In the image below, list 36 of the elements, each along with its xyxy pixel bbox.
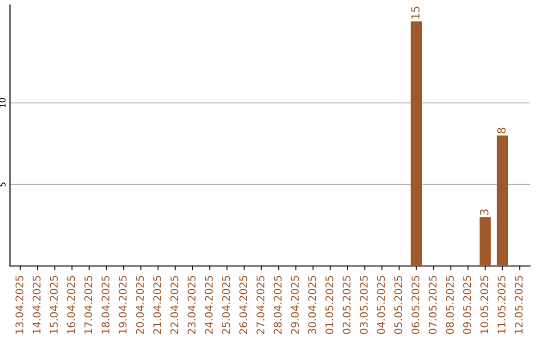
bar	[480, 217, 491, 266]
bar	[496, 136, 508, 266]
x-tick-label: 23.04.2025	[188, 276, 196, 334]
x-tick-label: 18.04.2025	[102, 276, 110, 334]
x-tick-label: 05.05.2025	[394, 276, 402, 334]
x-tick-label: 07.05.2025	[428, 276, 437, 334]
x-tick-label: 25.04.2025	[222, 276, 230, 334]
data-label: 15	[411, 6, 420, 19]
x-tick-label: 14.04.2025	[32, 276, 41, 334]
x-tick-label: 08.05.2025	[446, 276, 454, 334]
x-tick-label: 11.05.2025	[498, 276, 506, 334]
x-tick-label: 26.04.2025	[239, 276, 248, 334]
x-tick-label: 30.04.2025	[308, 276, 316, 334]
x-tick-label: 06.05.2025	[412, 276, 420, 334]
x-tick-label: 28.04.2025	[274, 276, 282, 334]
x-tick-label: 17.04.2025	[84, 276, 92, 334]
x-tick-label: 20.04.2025	[136, 276, 144, 334]
x-tick-label: 12.05.2025	[514, 276, 523, 334]
x-tick-label: 02.05.2025	[342, 276, 351, 334]
x-tick-label: 27.04.2025	[256, 276, 264, 334]
x-tick-label: 10.05.2025	[480, 276, 488, 334]
x-tick-label: 04.05.2025	[377, 276, 385, 334]
x-tick-label: 21.04.2025	[153, 276, 162, 334]
x-tick-label: 16.04.2025	[67, 276, 76, 334]
x-tick-label: 19.04.2025	[118, 276, 127, 334]
x-tick-label: 15.04.2025	[50, 276, 58, 334]
x-tick-label: 13.04.2025	[15, 276, 24, 334]
data-label: 3	[480, 209, 488, 215]
x-tick-label: 09.05.2025	[463, 276, 472, 334]
data-label: 8	[497, 128, 506, 134]
x-tick-label: 03.05.2025	[360, 276, 368, 334]
x-tick-label: 24.04.2025	[204, 276, 213, 334]
x-tick-label: 22.04.2025	[170, 276, 178, 334]
x-tick-label: 01.05.2025	[325, 276, 334, 334]
x-tick-label: 29.04.2025	[290, 276, 299, 334]
bar	[410, 21, 422, 266]
